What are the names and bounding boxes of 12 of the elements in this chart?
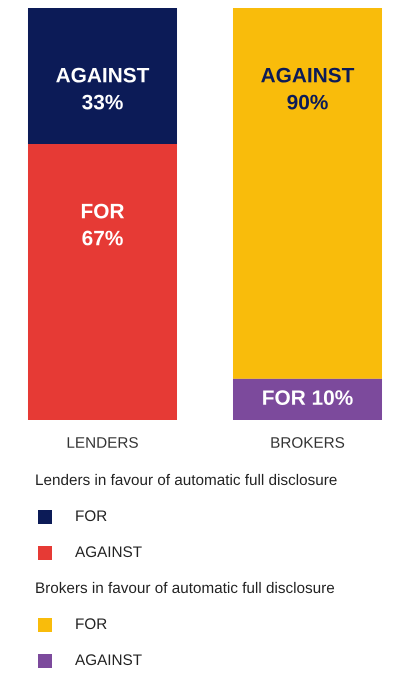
text: Brokers in favour of automatic full disclosure [36, 582, 334, 594]
legend-label: AGAINST [75, 654, 142, 666]
x-tick-label: LENDERS [68, 437, 138, 448]
data-label: AGAINST 33% [56, 68, 150, 110]
data-label: AGAINST 90% [261, 68, 354, 110]
text: Lenders in favour of automatic full disclosure [36, 474, 337, 486]
legend-label: FOR [76, 510, 107, 522]
x-tick-label: BROKERS [271, 437, 344, 448]
legend-label: AGAINST [75, 546, 142, 558]
legend-label: FOR [76, 618, 107, 630]
data-label: FOR 67% [82, 204, 124, 246]
data-label: FOR 10% [263, 390, 353, 405]
